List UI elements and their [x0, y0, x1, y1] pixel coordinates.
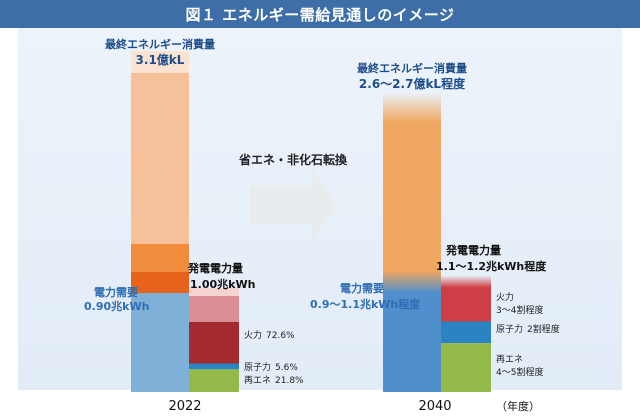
- bar-2022-fire-light: [189, 296, 239, 322]
- bars-2022: [131, 51, 239, 392]
- mix-2040-renewable-value: 4～5割程度: [496, 366, 543, 378]
- figure-title: 図１ エネルギー需給見通しのイメージ: [0, 0, 640, 28]
- generation-label-2040: 発電電力量: [445, 243, 501, 257]
- bar-2022-energy-top: [131, 51, 189, 73]
- mix-2040-renewable-name: 再エネ: [496, 354, 523, 365]
- bar-2040-renewable: [441, 343, 491, 392]
- x-unit-label: （年度）: [496, 399, 540, 413]
- bar-2040-power-demand: [383, 293, 441, 392]
- mix-2040-nuclear-label: 原子力 2割程度: [496, 323, 560, 335]
- bar-2022-nuclear: [189, 363, 239, 370]
- bar-2040-energy-fade: [383, 92, 441, 123]
- bar-2022-energy-mid: [131, 244, 189, 272]
- energy-label-2040: 最終エネルギー消費量: [357, 61, 467, 75]
- transition-arrow-shape: [250, 168, 336, 242]
- bar-2022-energy-dark: [131, 272, 189, 293]
- transition-arrow: [250, 168, 336, 242]
- generation-value-2040: 1.1～1.2兆kWh程度: [436, 259, 547, 273]
- bar-2040-fire: [441, 287, 491, 322]
- bar-2040-energy-demand-blend: [383, 271, 441, 293]
- bar-2022-energy: [131, 73, 189, 244]
- mix-2040-fire-value: 3～4割程度: [496, 304, 543, 316]
- demand-label-2040: 電力需要: [340, 281, 384, 295]
- mix-2022-renewable-label: 再エネ 21.8%: [244, 375, 304, 386]
- demand-value-2040: 0.9～1.1兆kWh程度: [310, 297, 421, 311]
- generation-value-2022: 1.00兆kWh: [190, 277, 255, 291]
- mix-2022-fire-label: 火力 72.6%: [244, 329, 295, 341]
- bars-2040: [383, 92, 491, 392]
- bar-2022-renewable: [189, 369, 239, 392]
- mix-2022-nuclear-label: 原子力 5.6%: [244, 361, 298, 373]
- demand-label-2022: 電力需要: [94, 285, 138, 299]
- bar-2040-gen-fade: [441, 275, 491, 288]
- energy-value-2040: 2.6～2.7億kL程度: [359, 76, 466, 91]
- bar-2040-energy: [383, 122, 441, 271]
- transition-label: 省エネ・非化石転換: [238, 152, 348, 167]
- energy-label-2022: 最終エネルギー消費量: [105, 37, 215, 51]
- mix-2040-fire-name: 火力: [496, 291, 514, 303]
- bar-2022-power-demand: [131, 293, 189, 392]
- bar-2022-fire-dark: [189, 321, 239, 364]
- x-tick-2022: 2022: [168, 399, 201, 414]
- bar-2040-nuclear: [441, 321, 491, 344]
- energy-value-2022: 3.1億kL: [136, 52, 185, 67]
- x-tick-2040: 2040: [418, 399, 451, 414]
- bar-2022-gen-top: [189, 288, 239, 296]
- generation-label-2022: 発電電力量: [187, 261, 243, 275]
- demand-value-2022: 0.90兆kWh: [84, 299, 149, 313]
